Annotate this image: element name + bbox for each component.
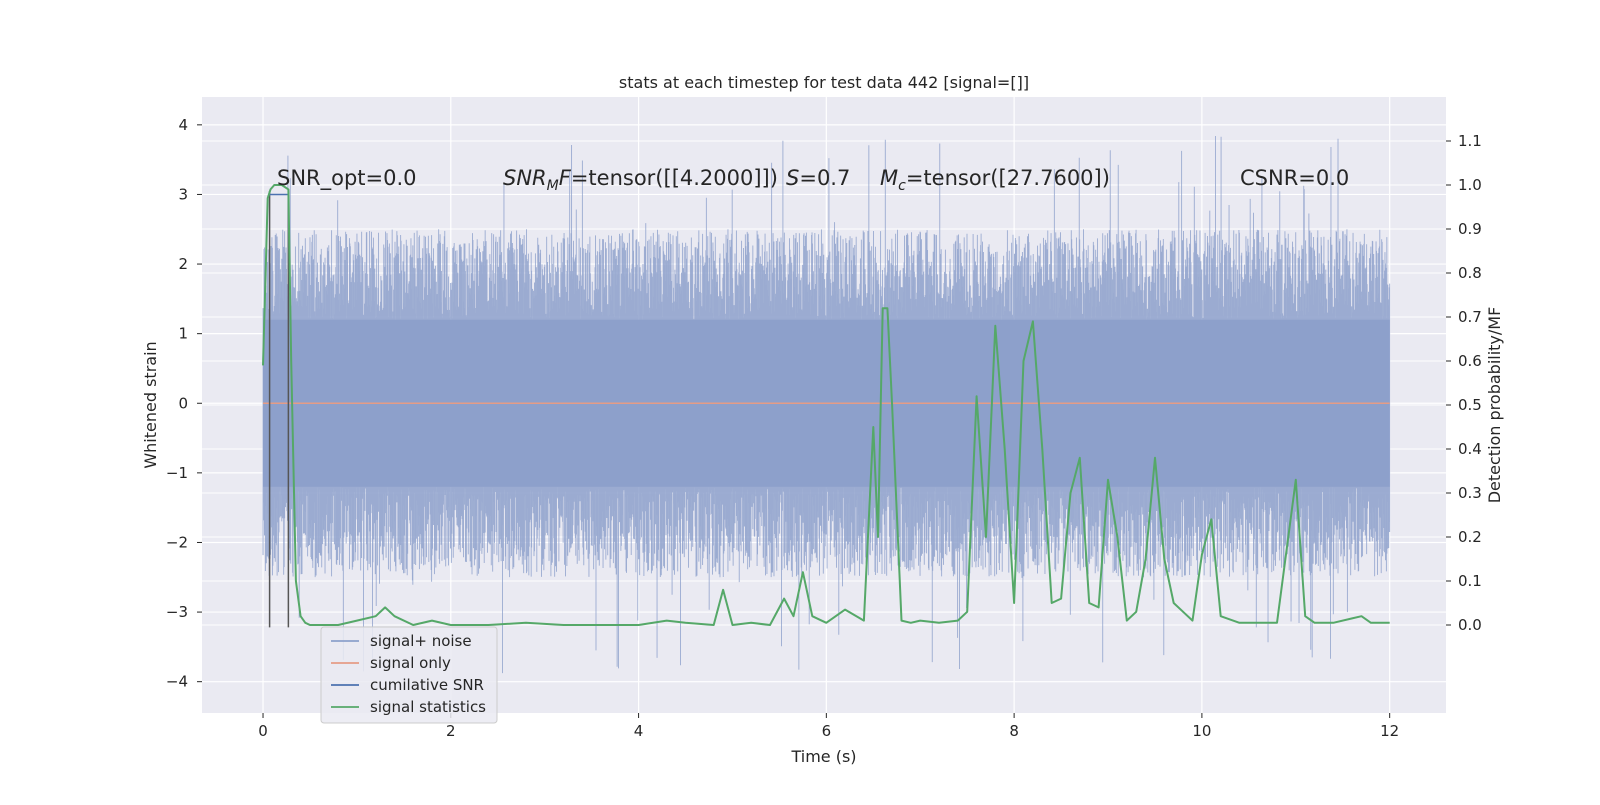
y-axis-label: Whitened strain bbox=[141, 341, 160, 468]
y2-axis-ticks: 0.0 0.1 0.2 0.3 0.4 0.5 0.6 0.7 0.8 0.9 1.0 1.1 bbox=[1446, 132, 1482, 634]
annotation-mc: Mc=tensor([27.7600]) bbox=[880, 166, 1110, 194]
y-tick-label-3: 1 bbox=[178, 325, 188, 343]
x-tick-label-5: 10 bbox=[1192, 722, 1211, 740]
y-tick-label-2: 2 bbox=[178, 255, 188, 273]
snr-mf-subscript: M bbox=[547, 178, 559, 194]
y-tick-label-1: 3 bbox=[178, 185, 188, 203]
s-symbol: S bbox=[786, 166, 799, 190]
x-tick-label-3: 6 bbox=[822, 722, 832, 740]
legend-label-signal-only: signal only bbox=[370, 654, 451, 672]
annotation-s: S=0.7 bbox=[786, 166, 850, 190]
y-tick-label-7: −3 bbox=[166, 603, 188, 621]
y-tick-label-5: −1 bbox=[166, 464, 188, 482]
chart-title: stats at each timestep for test data 442… bbox=[619, 73, 1029, 92]
signal-statistics-line bbox=[262, 184, 1390, 626]
annotation-csnr: CSNR=0.0 bbox=[1240, 166, 1349, 190]
legend-box bbox=[320, 626, 498, 724]
x-tick-label-0: 0 bbox=[258, 722, 268, 740]
y2-tick-label-6: 0.6 bbox=[1458, 352, 1482, 370]
y-tick-label-8: −4 bbox=[166, 673, 188, 691]
cursor-lines bbox=[268, 190, 290, 628]
x-tick-label-2: 4 bbox=[634, 722, 644, 740]
snr-mf-symbol: SNR bbox=[503, 166, 547, 190]
y2-tick-label-9: 0.9 bbox=[1458, 220, 1482, 238]
y2-tick-label-0: 0.0 bbox=[1458, 616, 1482, 634]
mc-symbol: M bbox=[880, 166, 898, 190]
y2-tick-label-11: 1.1 bbox=[1458, 132, 1482, 150]
y-axis-ticks: 4 3 2 1 0 −1 −2 −3 −4 bbox=[166, 116, 202, 691]
x-tick-label-6: 12 bbox=[1380, 722, 1399, 740]
y-tick-label-0: 4 bbox=[178, 116, 188, 134]
y2-tick-label-1: 0.1 bbox=[1458, 572, 1482, 590]
legend-label-cumilative-snr: cumilative SNR bbox=[370, 676, 484, 694]
mc-value: =tensor([27.7600]) bbox=[906, 166, 1110, 190]
annotation-snr-opt: SNR_opt=0.0 bbox=[277, 166, 417, 191]
snr-mf-value: =tensor([[4.2000]]) bbox=[571, 166, 778, 190]
x-tick-label-4: 8 bbox=[1009, 722, 1019, 740]
x-axis-label: Time (s) bbox=[790, 747, 856, 766]
y2-tick-label-8: 0.8 bbox=[1458, 264, 1482, 282]
legend: signal+ noise signal only cumilative SNR… bbox=[320, 626, 498, 724]
y2-tick-label-4: 0.4 bbox=[1458, 440, 1482, 458]
y-tick-label-6: −2 bbox=[166, 533, 188, 551]
legend-label-signal-noise: signal+ noise bbox=[370, 632, 472, 650]
snr-mf-f: F bbox=[559, 166, 572, 190]
annotation-snr-mf: SNRMF=tensor([[4.2000]]) bbox=[503, 166, 778, 194]
series-signal-statistics bbox=[262, 184, 1390, 626]
y2-tick-label-5: 0.5 bbox=[1458, 396, 1482, 414]
y2-tick-label-7: 0.7 bbox=[1458, 308, 1482, 326]
y2-tick-label-2: 0.2 bbox=[1458, 528, 1482, 546]
legend-label-signal-statistics: signal statistics bbox=[370, 698, 486, 716]
x-axis-ticks: 0 2 4 6 8 10 12 bbox=[258, 713, 1399, 740]
y2-tick-label-10: 1.0 bbox=[1458, 176, 1482, 194]
y2-axis-label: Detection probability/MF bbox=[1485, 307, 1504, 504]
mc-subscript: c bbox=[898, 178, 906, 194]
y-tick-label-4: 0 bbox=[178, 394, 188, 412]
x-tick-label-1: 2 bbox=[446, 722, 456, 740]
y2-tick-label-3: 0.3 bbox=[1458, 484, 1482, 502]
s-value: =0.7 bbox=[799, 166, 850, 190]
